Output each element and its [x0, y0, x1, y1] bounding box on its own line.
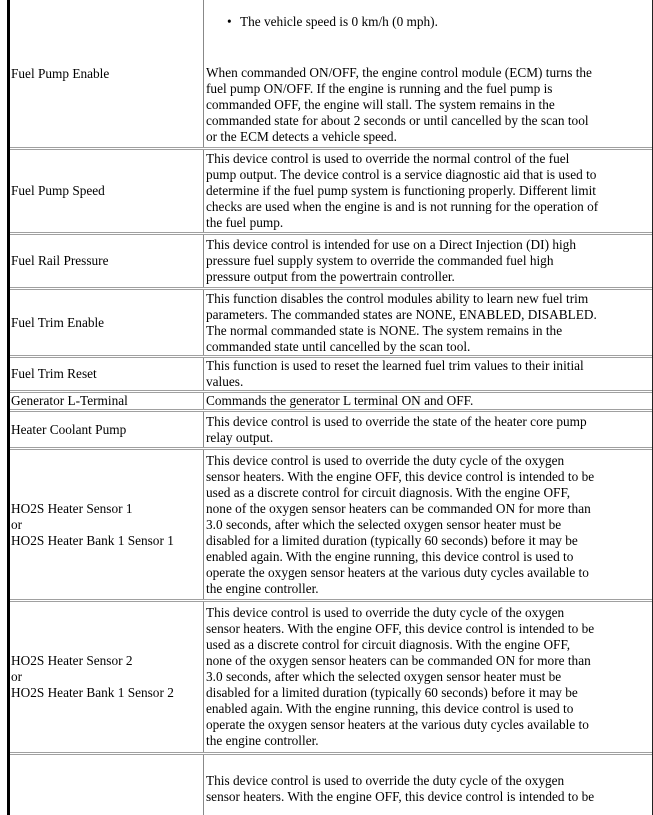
description-cell: This device control is used to override … [204, 150, 652, 232]
control-name-cell [10, 755, 204, 815]
table-row: Generator L-Terminal Commands the generat… [10, 393, 652, 412]
description-line: checks are used when the engine is and i… [206, 199, 599, 214]
description-line: This device control is intended for use … [206, 237, 576, 252]
control-name: HO2S Heater Sensor 2 [11, 653, 133, 668]
description-line: This device control is used to override … [206, 605, 565, 620]
description-line: This device control is used to override … [206, 413, 587, 429]
device-control-table: Fuel Pump Enable When commanded ON/OFF, t… [7, 0, 653, 815]
description-cell: This function is used to reset the learn… [204, 358, 652, 390]
control-name: HO2S Heater Bank 1 Sensor 1 [11, 532, 174, 548]
table-row: HO2S Heater Sensor 2 or HO2S Heater Bank 1… [10, 602, 652, 755]
description-cell: Commands the generator L terminal ON and… [204, 393, 652, 409]
description-line: operate the oxygen sensor heaters at the… [206, 717, 589, 732]
description-cell: This device control is used to override … [204, 755, 652, 815]
description-line: pressure output from the powertrain cont… [206, 269, 455, 284]
description-line: used as a discrete control for circuit d… [206, 637, 571, 652]
description-line: operate the oxygen sensor heaters at the… [206, 564, 589, 580]
description-line: disabled for a limited duration (typical… [206, 685, 578, 700]
control-name: HO2S Heater Bank 1 Sensor 2 [11, 685, 174, 700]
control-name: Fuel Trim Enable [11, 314, 105, 330]
description-line: The normal commanded state is NONE. The … [206, 322, 563, 338]
description-line: This device control is used to override … [206, 151, 570, 166]
table-row: Fuel Trim Reset This function is used to … [10, 358, 652, 393]
bullet-item: The vehicle speed is 0 km/h (0 mph). [227, 14, 438, 30]
description-line: pump output. The device control is a ser… [206, 167, 597, 182]
description-line: commanded state for about 2 seconds or u… [206, 113, 589, 128]
description-cell: This device control is used to override … [204, 602, 652, 752]
control-name: Fuel Pump Speed [11, 183, 105, 198]
description-cell: This function disables the control modul… [204, 290, 652, 355]
description-cell: This device control is used to override … [204, 450, 652, 599]
control-name-cell: Fuel Pump Speed [10, 150, 204, 232]
control-name-cell: Fuel Trim Enable [10, 290, 204, 355]
description-line: sensor heaters. With the engine OFF, thi… [206, 468, 595, 484]
description-line: values. [206, 374, 244, 389]
control-name: Fuel Pump Enable [11, 65, 110, 81]
description-line: enabled again. With the engine running, … [206, 548, 574, 564]
table-row: Fuel Trim Enable This function disables t… [10, 290, 652, 358]
description-line: disabled for a limited duration (typical… [206, 532, 578, 548]
description-line: commanded OFF, the engine will stall. Th… [206, 97, 555, 112]
description-line: relay output. [206, 429, 274, 445]
control-name-cell: Fuel Rail Pressure [10, 235, 204, 287]
table-row: Heater Coolant Pump This device control i… [10, 412, 652, 450]
description-line: commanded state until cancelled by the s… [206, 338, 471, 354]
control-name: Generator L-Terminal [11, 393, 128, 408]
control-name: or [11, 669, 23, 684]
description-line: sensor heaters. With the engine OFF, thi… [206, 621, 595, 636]
control-name-cell: HO2S Heater Sensor 2 or HO2S Heater Bank 1… [10, 602, 204, 752]
control-name: HO2S Heater Sensor 1 [11, 500, 133, 516]
control-name-cell: Generator L-Terminal [10, 393, 204, 409]
description-line: determine if the fuel pump system is fun… [206, 183, 596, 198]
table-row: Fuel Pump Enable When commanded ON/OFF, t… [10, 0, 652, 150]
table-row: Fuel Rail Pressure This device control is… [10, 235, 652, 290]
description-line: 3.0 seconds, after which the selected ox… [206, 516, 562, 532]
control-name-cell: Heater Coolant Pump [10, 412, 204, 447]
description-line: This function disables the control modul… [206, 290, 589, 306]
description-line: Commands the generator L terminal ON and… [206, 393, 474, 408]
control-name-cell: Fuel Trim Reset [10, 358, 204, 390]
control-name-cell: Fuel Pump Enable [10, 0, 204, 147]
description-line: the engine controller. [206, 580, 319, 596]
description-cell: When commanded ON/OFF, the engine contro… [204, 0, 652, 147]
description-line: This device control is used to override … [206, 773, 565, 788]
description-line: fuel pump ON/OFF. If the engine is runni… [206, 81, 553, 96]
description-line: sensor heaters. With the engine OFF, thi… [206, 789, 595, 804]
table-row: Fuel Pump Speed This device control is us… [10, 150, 652, 235]
description-line: parameters. The commanded states are NON… [206, 306, 597, 322]
description-line: pressure fuel supply system to override … [206, 253, 554, 268]
description-line: none of the oxygen sensor heaters can be… [206, 653, 591, 668]
description-cell: This device control is intended for use … [204, 235, 652, 287]
description-line: This function is used to reset the learn… [206, 358, 584, 373]
table-row: HO2S Heater Sensor 1 or HO2S Heater Bank 1… [10, 450, 652, 602]
description-cell: This device control is used to override … [204, 412, 652, 447]
control-name-cell: HO2S Heater Sensor 1 or HO2S Heater Bank 1… [10, 450, 204, 599]
description-line: When commanded ON/OFF, the engine contro… [206, 65, 592, 80]
control-name: Fuel Rail Pressure [11, 253, 109, 268]
control-name: or [11, 516, 23, 532]
description-line: none of the oxygen sensor heaters can be… [206, 500, 591, 516]
description-line: This device control is used to override … [206, 452, 565, 468]
description-line: or the ECM detects a vehicle speed. [206, 129, 397, 144]
control-name: Heater Coolant Pump [11, 421, 127, 437]
description-line: enabled again. With the engine running, … [206, 701, 574, 716]
description-line: used as a discrete control for circuit d… [206, 484, 571, 500]
control-name: Fuel Trim Reset [11, 366, 97, 381]
description-line: the fuel pump. [206, 215, 284, 230]
description-line: the engine controller. [206, 733, 319, 748]
description-line: 3.0 seconds, after which the selected ox… [206, 669, 562, 684]
table-row: This device control is used to override … [10, 755, 652, 815]
